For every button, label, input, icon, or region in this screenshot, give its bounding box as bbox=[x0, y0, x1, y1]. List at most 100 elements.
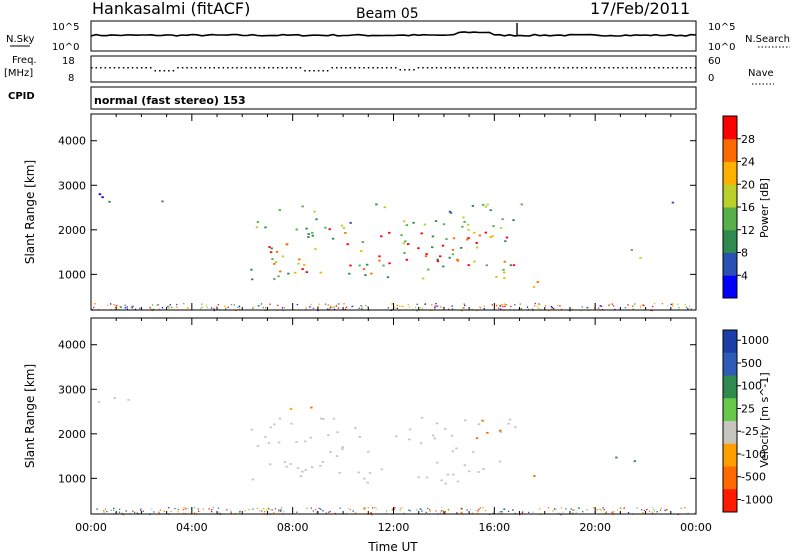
freq-point bbox=[281, 67, 284, 69]
velocity-noise-cell bbox=[194, 512, 196, 514]
power-noise-cell bbox=[544, 305, 547, 307]
power-cell bbox=[436, 260, 440, 263]
power-cell bbox=[420, 232, 423, 235]
freq-point bbox=[100, 67, 102, 69]
velocity-noise-cell bbox=[372, 507, 374, 509]
freq-point bbox=[581, 67, 583, 69]
velocity-cell bbox=[499, 431, 503, 433]
velocity-noise-cell bbox=[616, 509, 619, 511]
velocity-cell bbox=[289, 408, 293, 410]
velocity-cbar-tick-label: 100 bbox=[741, 380, 762, 393]
power-cell bbox=[98, 193, 102, 196]
power-cell bbox=[328, 228, 331, 231]
velocity-noise-cell bbox=[408, 509, 410, 511]
velocity-cell bbox=[417, 476, 420, 479]
power-noise-cell bbox=[149, 307, 151, 309]
freq-point bbox=[163, 70, 166, 72]
power-cell bbox=[425, 253, 428, 255]
power-noise-cell bbox=[333, 308, 336, 310]
power-noise-cell bbox=[519, 303, 521, 305]
power-cell bbox=[256, 221, 260, 223]
freq-trace bbox=[91, 67, 696, 72]
freq-point bbox=[435, 67, 438, 69]
power-noise-cell bbox=[391, 308, 393, 310]
power-cell bbox=[161, 200, 164, 203]
freq-point bbox=[204, 67, 206, 69]
velocity-noise-cell bbox=[159, 509, 161, 511]
power-cbar-tick-label: 8 bbox=[741, 247, 748, 260]
power-noise-cell bbox=[93, 306, 95, 309]
velocity-noise-cell bbox=[273, 511, 275, 514]
power-cell bbox=[512, 219, 515, 221]
power-noise-cell bbox=[183, 303, 185, 305]
power-noise-cell bbox=[237, 306, 239, 309]
power-noise-cell bbox=[520, 308, 522, 310]
power-cell bbox=[503, 260, 506, 263]
velocity-noise-cell bbox=[371, 513, 373, 516]
power-noise-cell bbox=[331, 307, 333, 309]
freq-point bbox=[485, 67, 488, 69]
velocity-noise-cell bbox=[266, 514, 268, 516]
velocity-cell bbox=[295, 441, 298, 443]
power-noise-cell bbox=[150, 308, 152, 310]
freq-point bbox=[458, 67, 460, 69]
velocity-cell bbox=[251, 478, 254, 481]
velocity-noise-cell bbox=[460, 507, 463, 510]
power-noise-cell bbox=[328, 308, 331, 310]
power-noise-cell bbox=[408, 306, 411, 308]
power-noise-cell bbox=[416, 310, 418, 312]
freq-point bbox=[91, 67, 93, 69]
power-cell bbox=[451, 253, 455, 256]
power-noise-cell bbox=[396, 307, 398, 309]
power-noise-cell bbox=[345, 306, 348, 308]
power-noise-cell bbox=[151, 304, 154, 306]
velocity-noise-cell bbox=[370, 512, 372, 514]
power-noise-cell bbox=[114, 306, 116, 309]
velocity-noise-cell bbox=[557, 512, 560, 515]
power-noise-cell bbox=[168, 307, 170, 309]
velocity-noise-cell bbox=[653, 508, 655, 511]
velocity-noise-cell bbox=[665, 509, 667, 511]
power-noise-cell bbox=[227, 306, 229, 308]
power-noise-cell bbox=[475, 309, 477, 312]
velocity-noise-cell bbox=[444, 510, 447, 513]
power-noise-cell bbox=[463, 303, 465, 305]
freq-point bbox=[295, 67, 297, 69]
velocity-noise-cell bbox=[600, 509, 602, 511]
velocity-cell bbox=[299, 475, 303, 478]
freq-point bbox=[168, 70, 170, 72]
power-noise-cell bbox=[132, 305, 134, 307]
power-noise-cell bbox=[600, 305, 603, 307]
power-noise-cell bbox=[205, 304, 208, 307]
velocity-noise-cell bbox=[244, 510, 246, 512]
power-noise-cell bbox=[258, 305, 260, 307]
power-noise-cell bbox=[532, 310, 534, 312]
velocity-noise-cell bbox=[471, 512, 473, 514]
velocity-cell bbox=[319, 464, 322, 467]
freq-point bbox=[345, 67, 347, 69]
velocity-noise-cell bbox=[230, 511, 232, 513]
velocity-noise-cell bbox=[394, 507, 396, 509]
power-noise-cell bbox=[609, 303, 611, 305]
power-cell bbox=[298, 258, 301, 261]
velocity-cbar-swatch bbox=[723, 330, 737, 354]
freq-point bbox=[544, 67, 547, 69]
power-noise-cell bbox=[238, 305, 241, 307]
velocity-cell bbox=[304, 440, 307, 443]
velocity-cell bbox=[456, 480, 460, 483]
freq-point bbox=[685, 67, 687, 69]
power-cell bbox=[509, 264, 513, 267]
velocity-noise-cell bbox=[212, 507, 214, 509]
velocity-cbar-tick-label: -500 bbox=[741, 471, 766, 484]
power-cell bbox=[370, 272, 373, 275]
power-noise-cell bbox=[491, 304, 493, 306]
velocity-noise-cell bbox=[611, 511, 613, 513]
velocity-noise-cell bbox=[211, 511, 213, 513]
power-cell bbox=[269, 251, 273, 254]
power-cell bbox=[311, 231, 314, 234]
velocity-cell bbox=[477, 423, 481, 426]
power-noise-cell bbox=[499, 305, 502, 307]
ytick-label: 3000 bbox=[58, 179, 86, 192]
velocity-noise-cell bbox=[320, 508, 322, 510]
velocity-cell bbox=[269, 463, 272, 466]
